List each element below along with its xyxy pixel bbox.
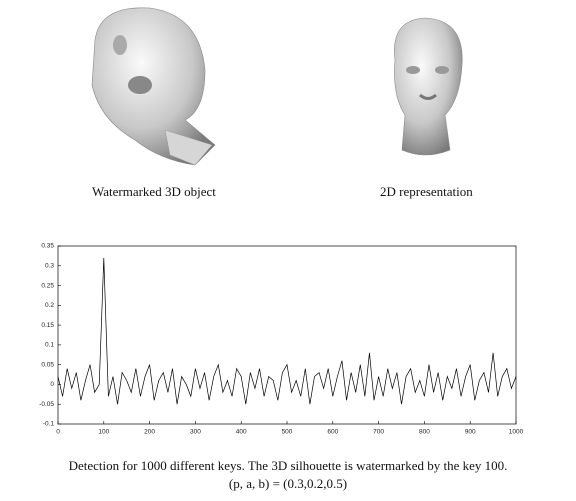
- x-tick-label: 600: [327, 429, 338, 436]
- y-tick-label: 0.2: [45, 302, 54, 309]
- figure-page: -0.1 -0.05 0 0.05 0.1 0.15 0.2 0.25 0.3 0.35 0 100 2…: [0, 0, 576, 501]
- x-tick-label: 1000: [509, 429, 524, 436]
- y-tick-label: 0.15: [41, 322, 54, 329]
- y-tick-label: 0.1: [45, 342, 54, 349]
- x-tick-label: 0: [56, 429, 60, 436]
- plot-frame: [58, 246, 516, 424]
- y-tick-label: -0.05: [39, 401, 54, 408]
- y-tick-label: 0: [50, 381, 54, 388]
- caption-line: (p, a, b) = (0.3,0.2,0.5): [0, 476, 576, 492]
- x-tick-label: 700: [373, 429, 384, 436]
- x-tick-label: 100: [98, 429, 109, 436]
- watermarked-head-image: [92, 8, 215, 165]
- x-tick-label: 200: [144, 429, 155, 436]
- x-tick-label: 400: [236, 429, 247, 436]
- x-tick-label: 900: [465, 429, 476, 436]
- x-tick-label: 800: [419, 429, 430, 436]
- 2d-head-image: [394, 18, 462, 155]
- y-tick-label: 0.05: [41, 361, 54, 368]
- y-tick-label: 0.25: [41, 282, 54, 289]
- figure: -0.1 -0.05 0 0.05 0.1 0.15 0.2 0.25 0.3 0.35 0 100 2…: [0, 0, 576, 501]
- caption-line: Detection for 1000 different keys. The 3…: [0, 458, 576, 474]
- left-label: Watermarked 3D object: [92, 184, 216, 200]
- x-tick-label: 300: [190, 429, 201, 436]
- right-label: 2D representation: [380, 184, 473, 200]
- y-tick-label: -0.1: [43, 421, 55, 428]
- signal-line: [58, 258, 516, 404]
- y-tick-label: 0.35: [41, 243, 54, 250]
- y-tick-label: 0.3: [45, 262, 54, 269]
- x-tick-label: 500: [282, 429, 293, 436]
